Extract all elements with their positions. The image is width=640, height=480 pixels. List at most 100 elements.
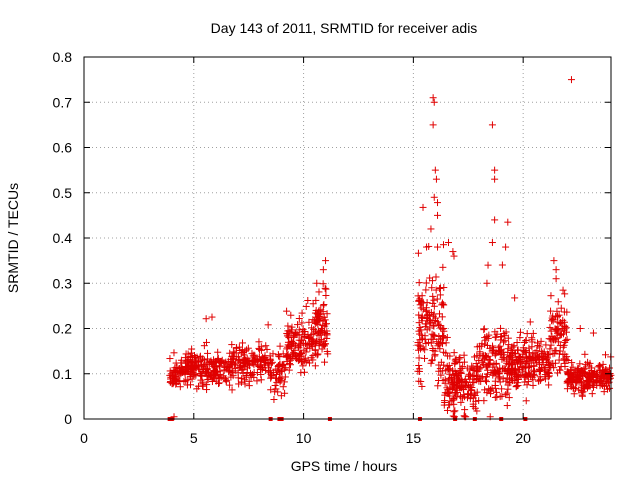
data-point	[445, 374, 453, 382]
data-point	[545, 381, 553, 389]
data-point	[237, 378, 245, 386]
data-point	[507, 351, 515, 359]
data-point	[302, 340, 310, 348]
data-point	[428, 284, 436, 292]
data-point	[172, 359, 180, 367]
data-point	[430, 296, 438, 304]
data-point	[508, 370, 516, 378]
data-point	[564, 371, 572, 379]
data-point	[568, 378, 576, 386]
data-point	[538, 348, 546, 356]
data-point	[449, 248, 457, 256]
data-point	[485, 385, 493, 393]
data-point	[513, 373, 521, 381]
data-point	[440, 301, 448, 309]
data-point	[197, 372, 205, 380]
data-point	[541, 365, 549, 373]
data-point	[488, 239, 496, 247]
data-point	[434, 243, 442, 251]
data-point	[475, 365, 483, 373]
data-point	[581, 350, 589, 358]
data-point	[520, 348, 528, 356]
data-point	[203, 381, 211, 389]
data-point	[460, 351, 468, 359]
data-point	[180, 378, 188, 386]
data-point	[457, 398, 465, 406]
x-tick-label: 15	[406, 430, 422, 446]
data-point	[581, 383, 589, 391]
data-point	[562, 324, 570, 332]
data-point	[280, 365, 288, 373]
data-point	[587, 375, 595, 383]
data-point	[187, 359, 195, 367]
data-point	[415, 354, 423, 362]
data-point	[482, 376, 490, 384]
data-point	[294, 321, 302, 329]
data-point	[490, 346, 498, 354]
data-point	[443, 362, 451, 370]
data-point	[575, 375, 583, 383]
data-point	[535, 377, 543, 385]
data-point	[567, 367, 575, 375]
data-point	[436, 285, 444, 293]
data-point	[450, 252, 458, 260]
data-point	[226, 368, 234, 376]
data-point	[513, 357, 521, 365]
data-point	[526, 318, 534, 326]
data-point	[497, 324, 505, 332]
data-point	[466, 383, 474, 391]
data-point	[440, 397, 448, 405]
data-point	[483, 389, 491, 397]
data-point	[415, 346, 423, 354]
data-point	[166, 367, 174, 375]
data-point	[547, 292, 555, 300]
data-point	[486, 356, 494, 364]
data-point	[589, 329, 597, 337]
data-point	[546, 345, 554, 353]
data-point	[228, 386, 236, 394]
data-point	[442, 339, 450, 347]
data-point	[304, 331, 312, 339]
data-point	[419, 203, 427, 211]
data-point	[277, 392, 285, 400]
data-point	[322, 291, 330, 299]
data-point	[477, 364, 485, 372]
x-tick-label: 5	[190, 430, 198, 446]
data-point	[323, 334, 331, 342]
data-point	[486, 386, 494, 394]
data-point	[478, 359, 486, 367]
data-point	[208, 313, 216, 321]
data-point	[601, 374, 609, 382]
data-point	[430, 98, 438, 106]
data-point	[431, 351, 439, 359]
data-point	[434, 318, 442, 326]
data-point	[320, 341, 328, 349]
data-point	[298, 336, 306, 344]
data-point	[244, 357, 252, 365]
data-point	[198, 368, 206, 376]
data-point	[547, 341, 555, 349]
data-point	[237, 362, 245, 370]
data-point	[586, 382, 594, 390]
data-point	[436, 291, 444, 299]
data-point	[500, 329, 508, 337]
data-point	[460, 412, 468, 420]
data-point	[554, 298, 562, 306]
data-point	[436, 322, 444, 330]
data-point	[430, 193, 438, 201]
data-point	[581, 369, 589, 377]
data-point	[484, 334, 492, 342]
data-point	[299, 362, 307, 370]
data-point	[567, 383, 575, 391]
data-point	[592, 371, 600, 379]
data-point	[302, 348, 310, 356]
data-point	[468, 384, 476, 392]
data-point	[480, 325, 488, 333]
data-point	[545, 370, 553, 378]
y-axis-label: SRMTID / TECUs	[5, 183, 21, 293]
data-point	[501, 337, 509, 345]
data-point	[323, 327, 331, 335]
data-point	[537, 337, 545, 345]
data-point	[557, 331, 565, 339]
